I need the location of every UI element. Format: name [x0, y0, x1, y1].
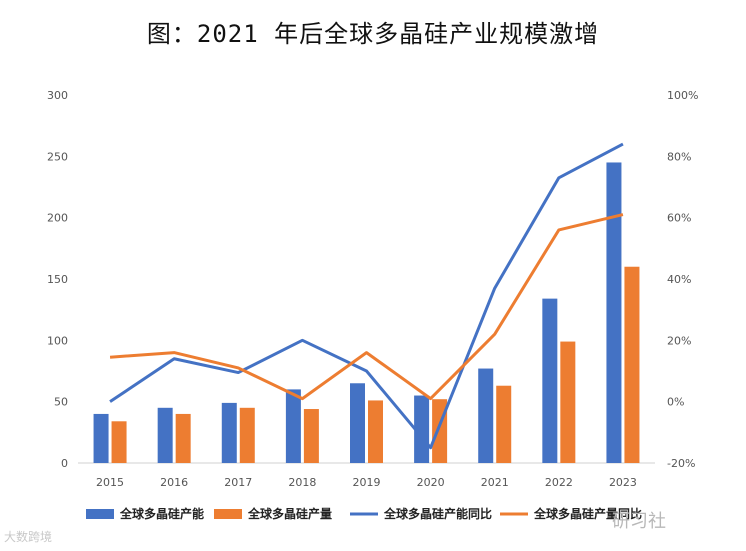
y-left-tick-label: 200	[47, 212, 68, 225]
bar-output-2018	[303, 409, 319, 463]
y-right-tick-label: 60%	[667, 212, 691, 225]
bar-capacity-2023	[606, 162, 622, 463]
x-tick-label: 2019	[353, 476, 381, 489]
bar-capacity-2017	[221, 402, 237, 463]
legend-label: 全球多晶硅产量同比	[533, 506, 642, 521]
chart-title: 图：2021 年后全球多晶硅产业规模激增	[146, 20, 600, 48]
bar-output-2015	[111, 421, 127, 463]
bar-output-2017	[239, 407, 255, 463]
bar-capacity-2015	[93, 413, 109, 463]
y-right-tick-label: 80%	[667, 150, 691, 163]
bar-capacity-2020	[414, 395, 430, 463]
x-tick-label: 2021	[481, 476, 509, 489]
bar-output-2019	[368, 400, 383, 463]
x-tick-label: 2016	[160, 476, 188, 489]
legend-label: 全球多晶硅产能同比	[383, 506, 492, 521]
legend-swatch	[214, 509, 242, 519]
y-left-tick-label: 300	[47, 89, 68, 102]
x-tick-label: 2023	[609, 476, 637, 489]
bar-output-2022	[560, 341, 576, 463]
y-right-tick-label: 20%	[667, 334, 691, 347]
x-tick-label: 2022	[545, 476, 573, 489]
y-right-tick-label: 100%	[667, 89, 698, 102]
legend-label: 全球多晶硅产能	[119, 506, 204, 521]
bar-output-2023	[624, 266, 640, 463]
y-right-tick-label: 40%	[667, 273, 691, 286]
legend-swatch	[86, 509, 114, 519]
bar-capacity-2018	[285, 389, 301, 463]
y-right-tick-label: -20%	[667, 457, 695, 470]
x-tick-label: 2017	[224, 476, 252, 489]
line-output-yoy	[109, 213, 624, 401]
bar-capacity-2019	[350, 383, 365, 463]
watermark-right: 研习社	[612, 511, 666, 532]
x-tick-label: 2018	[288, 476, 316, 489]
y-right-tick-label: 0%	[667, 396, 684, 409]
bar-capacity-2022	[542, 298, 558, 463]
legend-label: 全球多晶硅产量	[247, 506, 332, 521]
bar-output-2016	[175, 413, 191, 463]
x-tick-label: 2020	[417, 476, 445, 489]
watermark-left: 大数跨境	[4, 530, 53, 544]
bar-capacity-2021	[478, 368, 494, 463]
bar-capacity-2016	[157, 407, 173, 463]
y-left-tick-label: 50	[54, 396, 68, 409]
y-left-tick-label: 150	[47, 273, 68, 286]
bar-output-2021	[496, 385, 512, 463]
line-capacity-yoy	[109, 142, 624, 450]
y-left-tick-label: 250	[47, 150, 68, 163]
x-tick-label: 2015	[96, 476, 124, 489]
y-left-tick-label: 100	[47, 334, 68, 347]
y-left-tick-label: 0	[61, 457, 68, 470]
